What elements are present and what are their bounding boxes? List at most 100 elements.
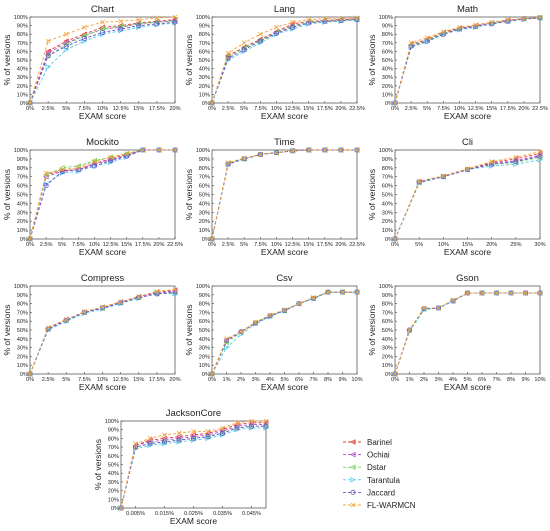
- data-point: [253, 319, 258, 325]
- series-line: [29, 149, 175, 240]
- plot-frame: [29, 149, 176, 240]
- series-barinel: [27, 287, 178, 377]
- x-tick-label: 10%: [97, 377, 108, 383]
- data-point: [118, 299, 124, 305]
- y-tick-label: 0%: [202, 372, 210, 378]
- y-tick-label: 20%: [17, 219, 28, 225]
- data-point: [209, 371, 215, 377]
- data-point: [156, 147, 162, 153]
- data-point: [209, 100, 215, 106]
- data-point: [161, 439, 167, 445]
- data-point: [225, 50, 231, 56]
- data-point: [340, 289, 345, 295]
- data-point: [118, 18, 124, 24]
- x-tick-label: 0.025%: [184, 511, 203, 517]
- x-tick-label: 0%: [208, 242, 216, 248]
- series-fl-warmcn: [209, 15, 360, 106]
- x-tick-label: 15%: [133, 106, 144, 112]
- data-point: [45, 50, 51, 56]
- data-point: [108, 159, 114, 166]
- y-tick-label: 0%: [385, 372, 393, 378]
- x-tick-label: 7.5%: [254, 242, 267, 248]
- data-point: [124, 151, 130, 156]
- data-point: [27, 100, 33, 106]
- y-tick-label: 100%: [14, 284, 28, 290]
- data-point: [473, 22, 478, 28]
- legend-label: Ochiai: [367, 451, 390, 460]
- data-point: [43, 183, 49, 189]
- data-point: [252, 320, 258, 326]
- data-point: [205, 429, 211, 434]
- y-tick-label: 20%: [382, 219, 393, 225]
- y-tick-label: 90%: [17, 293, 28, 299]
- series-tarantula: [392, 290, 543, 377]
- x-tick-label: 20%: [486, 242, 497, 248]
- series-line: [211, 19, 358, 104]
- data-point: [306, 17, 312, 22]
- subplot-jacksoncore: JacksonCore 0% 10% 20% 30% 40% 50% 60% 70% 80% 90%…: [93, 408, 269, 526]
- y-tick-label: 100%: [196, 15, 210, 21]
- subplot-title: JacksonCore: [166, 408, 221, 419]
- series-barinel: [392, 15, 543, 106]
- y-tick-label: 10%: [17, 92, 28, 98]
- data-point: [241, 48, 248, 55]
- data-point: [494, 290, 499, 296]
- x-tick-label: 12.5%: [103, 242, 119, 248]
- series-line: [211, 19, 358, 104]
- data-point: [290, 26, 296, 32]
- data-point: [176, 439, 182, 445]
- data-point: [296, 301, 302, 307]
- data-point: [436, 305, 441, 311]
- y-tick-label: 0%: [202, 237, 210, 243]
- x-tick-label: 17.5%: [500, 106, 516, 112]
- data-point: [465, 290, 470, 296]
- data-point: [172, 14, 178, 20]
- data-point: [257, 31, 263, 37]
- legend-entry-fl-warmcn: FL-WARMCN: [343, 501, 416, 510]
- data-point: [132, 444, 138, 450]
- legend-label: FL-WARMCN: [367, 501, 416, 510]
- data-point: [63, 31, 69, 37]
- series-line: [211, 291, 357, 375]
- data-point: [234, 420, 240, 426]
- legend-marker: [350, 502, 356, 508]
- data-point: [322, 147, 328, 153]
- legend-label: Jaccard: [367, 488, 395, 497]
- data-point: [537, 157, 543, 163]
- x-tick-label: 9%: [338, 377, 346, 383]
- y-tick-label: 50%: [382, 58, 393, 64]
- data-point: [263, 418, 269, 424]
- series-barinel: [209, 289, 360, 377]
- x-tick-label: 25%: [510, 242, 521, 248]
- series-ochiai: [27, 147, 178, 242]
- x-tick-label: 10%: [438, 242, 449, 248]
- data-point: [45, 38, 51, 44]
- data-point: [108, 154, 113, 160]
- y-tick-label: 100%: [379, 15, 393, 21]
- data-point: [133, 441, 138, 447]
- y-tick-label: 70%: [108, 445, 119, 451]
- x-tick-label: 7.5%: [72, 242, 85, 248]
- data-point: [225, 160, 231, 165]
- series-line: [211, 149, 357, 240]
- y-tick-label: 100%: [196, 284, 210, 290]
- y-tick-label: 50%: [382, 328, 393, 334]
- data-point: [306, 20, 312, 26]
- x-tick-label: 20%: [153, 242, 164, 248]
- subplot-title: Math: [457, 4, 478, 15]
- y-tick-label: 30%: [382, 346, 393, 352]
- data-point: [241, 40, 247, 46]
- series-jaccard: [27, 19, 178, 106]
- series-line: [211, 149, 357, 240]
- subplot-title: Chart: [91, 4, 115, 15]
- data-point: [489, 163, 495, 169]
- x-tick-label: 3%: [251, 377, 259, 383]
- series-line: [29, 149, 175, 240]
- data-point: [92, 159, 97, 164]
- x-tick-label: 0.045%: [242, 511, 261, 517]
- data-point: [136, 24, 142, 31]
- series-jaccard: [209, 17, 360, 106]
- y-axis-label: % of versions: [2, 169, 12, 220]
- series-ochiai: [209, 289, 360, 377]
- data-point: [118, 300, 124, 306]
